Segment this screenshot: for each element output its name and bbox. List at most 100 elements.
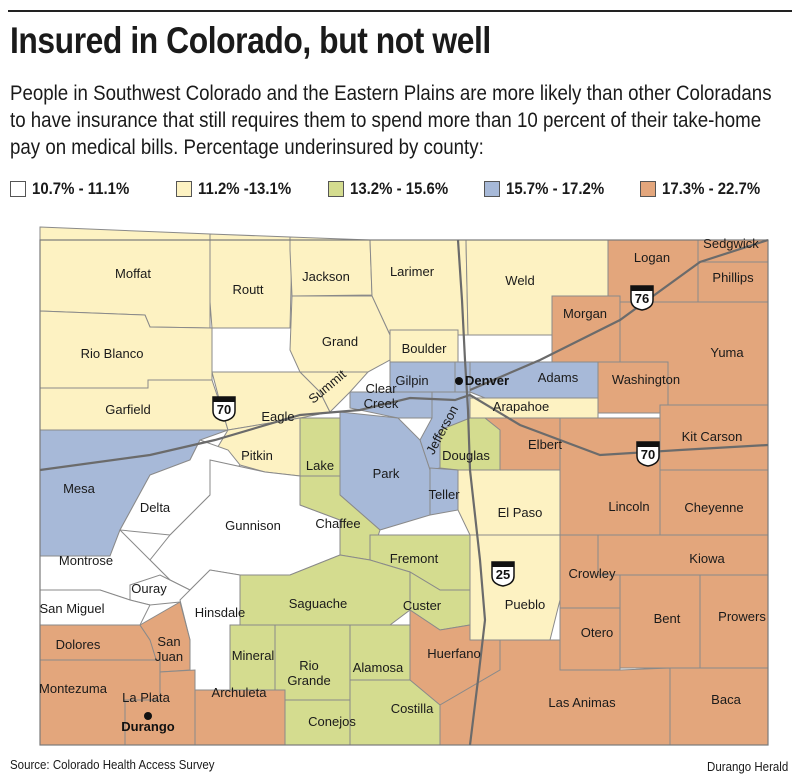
legend-item-5: 17.3% - 22.7% — [640, 179, 774, 199]
legend-swatch — [176, 181, 192, 197]
county-label-boulder: Boulder — [402, 341, 447, 356]
county-label-morgan: Morgan — [563, 306, 607, 321]
county-label-fremont: Fremont — [390, 551, 439, 566]
county-label-routt: Routt — [232, 282, 263, 297]
county-label-washington: Washington — [612, 372, 680, 387]
county-label-hinsdale: Hinsdale — [195, 605, 246, 620]
county-label-douglas: Douglas — [442, 448, 490, 463]
county-label-el-paso: El Paso — [498, 505, 543, 520]
county-label-moffat: Moffat — [115, 266, 151, 281]
svg-text:70: 70 — [217, 402, 231, 417]
svg-text:Denver: Denver — [465, 373, 509, 388]
legend-label: 15.7% - 17.2% — [506, 179, 605, 198]
county-label-mesa: Mesa — [63, 481, 96, 496]
legend-item-3: 13.2% - 15.6% — [328, 179, 462, 199]
county-label-garfield: Garfield — [105, 402, 151, 417]
county-label-mineral: Mineral — [232, 648, 275, 663]
county-label-bent: Bent — [654, 611, 681, 626]
county-lincoln — [559, 417, 661, 536]
county-label-lake: Lake — [306, 458, 334, 473]
interstate-25-shield: 25 — [491, 561, 515, 587]
svg-text:76: 76 — [635, 291, 649, 306]
county-label-ouray: Ouray — [131, 581, 167, 596]
county-label-prowers: Prowers — [718, 609, 766, 624]
county-label-delta: Delta — [140, 500, 171, 515]
legend-label: 11.2% -13.1% — [198, 179, 292, 198]
county-label-kit-carson: Kit Carson — [682, 429, 743, 444]
county-label-gunnison: Gunnison — [225, 518, 281, 533]
county-label-la-plata: La Plata — [122, 690, 170, 705]
county-label-larimer: Larimer — [390, 264, 435, 279]
county-label-clear-creek: Clear Creek — [364, 381, 399, 411]
legend-swatch — [328, 181, 344, 197]
county-label-elbert: Elbert — [528, 437, 562, 452]
county-label-adams: Adams — [538, 370, 579, 385]
county-routt — [209, 233, 293, 329]
county-washington — [597, 361, 669, 414]
county-summit — [298, 371, 370, 413]
state-border — [39, 239, 769, 746]
interstate-70-shield: 70 — [636, 441, 660, 467]
county-label-baca: Baca — [711, 692, 741, 707]
county-label-otero: Otero — [581, 625, 614, 640]
county-label-arapahoe: Arapahoe — [493, 399, 549, 414]
county-label-yuma: Yuma — [710, 345, 744, 360]
county-label-saguache: Saguache — [289, 596, 348, 611]
legend-swatch — [484, 181, 500, 197]
county-label-chaffee: Chaffee — [315, 516, 360, 531]
county-grand — [289, 295, 391, 373]
svg-text:25: 25 — [496, 567, 510, 582]
county-label-eagle: Eagle — [261, 409, 294, 424]
county-label-pitkin: Pitkin — [241, 448, 273, 463]
county-label-san-juan: San Juan — [155, 634, 183, 664]
county-label-cheyenne: Cheyenne — [684, 500, 743, 515]
legend-item-4: 15.7% - 17.2% — [484, 179, 618, 199]
counties-layer — [39, 226, 769, 746]
county-label-las-animas: Las Animas — [548, 695, 616, 710]
credit: Durango Herald — [706, 760, 788, 774]
legend-item-2: 11.2% -13.1% — [176, 179, 304, 199]
county-label-costilla: Costilla — [391, 701, 434, 716]
interstate-70-shield: 70 — [212, 396, 236, 422]
colorado-county-map: 70 76 70 25 Moffat Routt Jackson Larimer Weld Lo… — [39, 226, 769, 746]
county-label-teller: Teller — [428, 487, 460, 502]
county-label-lincoln: Lincoln — [608, 499, 649, 514]
county-label-conejos: Conejos — [308, 714, 356, 729]
county-label-montezuma: Montezuma — [39, 681, 108, 696]
legend-label: 17.3% - 22.7% — [662, 179, 761, 198]
interstate-76-line — [469, 238, 769, 392]
county-label-montrose: Montrose — [59, 553, 113, 568]
county-label-rio-blanco: Rio Blanco — [81, 346, 144, 361]
svg-text:Durango: Durango — [121, 719, 175, 734]
county-label-sedgwick: Sedgwick — [703, 236, 759, 251]
county-label-weld: Weld — [505, 273, 534, 288]
legend-item-1: 10.7% - 11.1% — [10, 179, 143, 199]
county-label-jackson: Jackson — [302, 269, 350, 284]
county-label-logan: Logan — [634, 250, 670, 265]
county-larimer — [369, 239, 469, 336]
county-label-huerfano: Huerfano — [427, 646, 480, 661]
county-label-grand: Grand — [322, 334, 358, 349]
county-label-san-miguel: San Miguel — [39, 601, 104, 616]
interstate-25-line — [456, 239, 487, 746]
county-label-park: Park — [373, 466, 400, 481]
legend-swatch — [10, 181, 26, 197]
county-label-rio-grande: Rio Grande — [287, 658, 330, 688]
page-title: Insured in Colorado, but not well — [10, 20, 491, 61]
top-rule — [8, 10, 792, 12]
county-label-crowley: Crowley — [569, 566, 616, 581]
city-denver: Denver — [455, 373, 509, 388]
highways-layer: 70 76 70 25 — [39, 238, 769, 746]
legend: 10.7% - 11.1% 11.2% -13.1% 13.2% - 15.6%… — [10, 179, 800, 205]
county-kiowa — [597, 534, 769, 576]
city-durango: Durango — [121, 712, 175, 734]
legend-label: 13.2% - 15.6% — [350, 179, 449, 198]
description: People in Southwest Colorado and the Eas… — [10, 82, 772, 159]
interstate-76-shield: 76 — [630, 285, 654, 311]
county-label-phillips: Phillips — [712, 270, 754, 285]
county-label-gilpin: Gilpin — [395, 373, 428, 388]
legend-swatch — [640, 181, 656, 197]
county-label-alamosa: Alamosa — [353, 660, 404, 675]
county-label-custer: Custer — [403, 598, 442, 613]
county-label-dolores: Dolores — [56, 637, 101, 652]
